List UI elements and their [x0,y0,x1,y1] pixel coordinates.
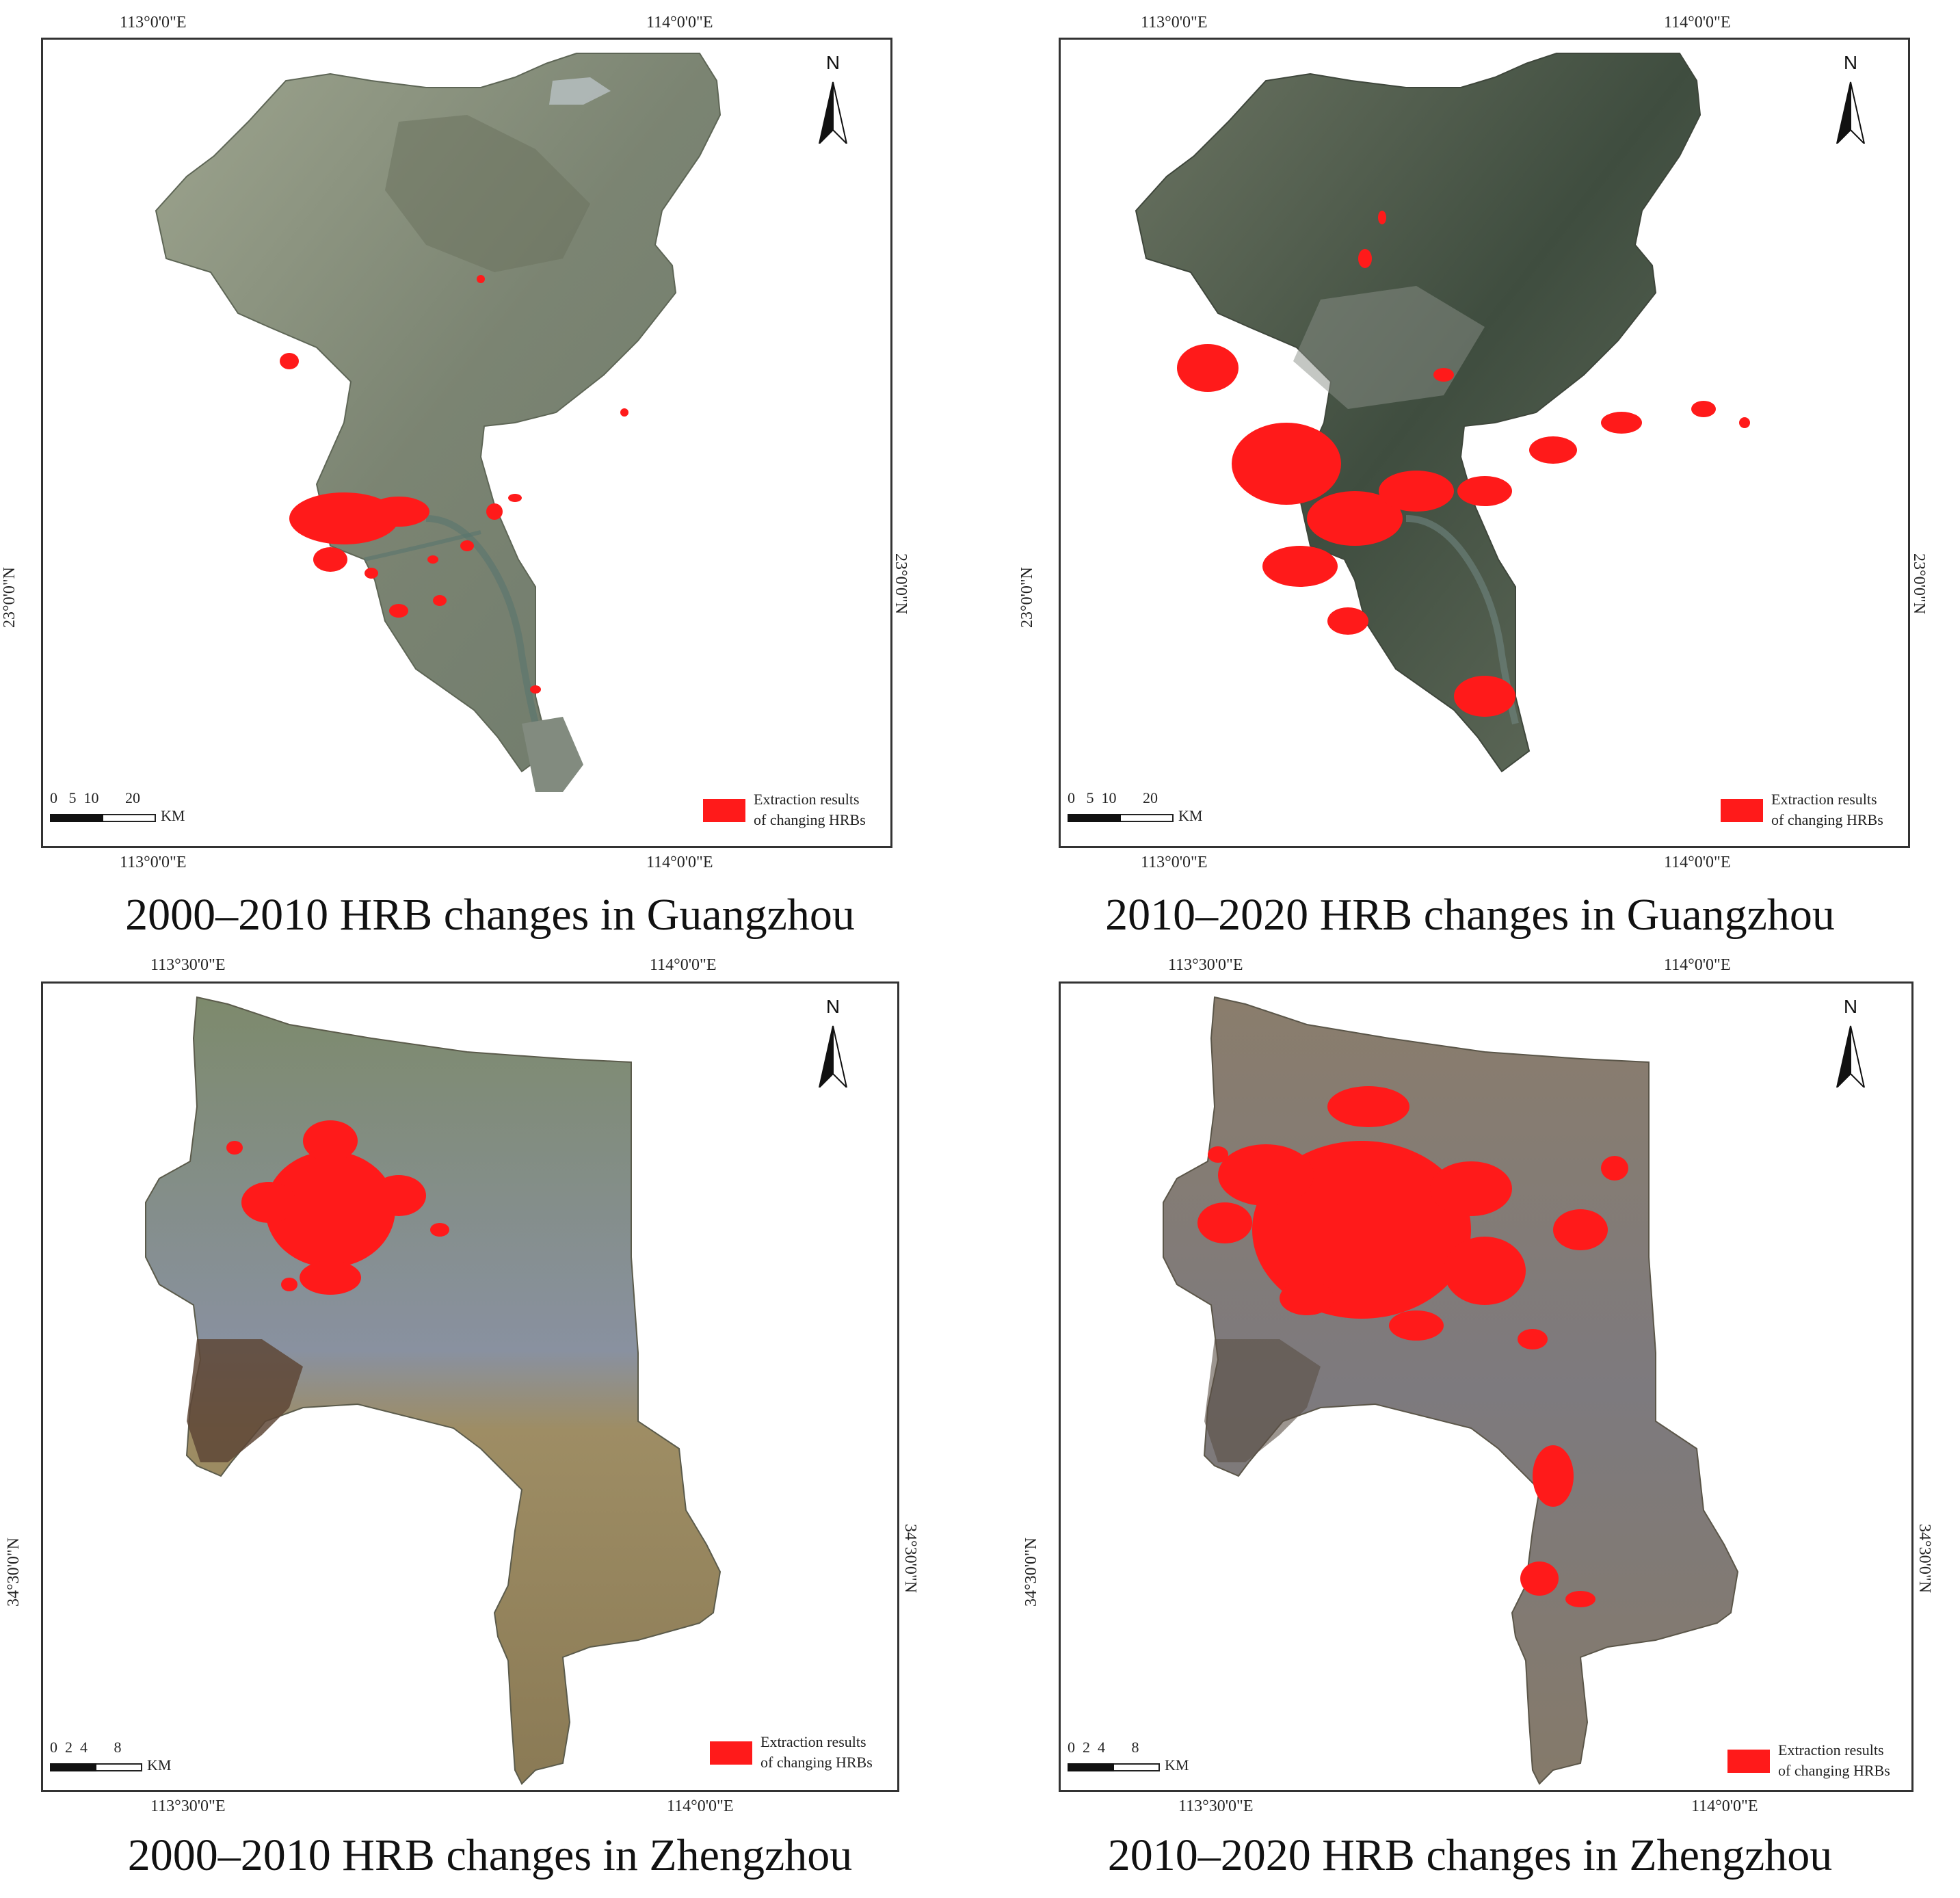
north-arrow-icon [818,1025,848,1088]
caption: 2000–2010 HRB changes in Zhengzhou [127,1830,853,1880]
map-frame: N 0 5 10 20 KM Extraction results of cha… [41,38,892,848]
legend-line2: of changing HRBs [760,1754,873,1771]
scale-numbers: 0 2 4 8 [50,1739,122,1756]
right-label: 23°0'0"N [1910,553,1929,615]
north-label: N [825,52,840,73]
map-panel-guangzhou-2000-2010: N 0 5 10 20 KM Extraction results of cha… [0,0,980,951]
north-arrow-icon [1836,81,1866,144]
bottom-label-1: 113°0'0"E [1141,854,1208,871]
top-label-1: 113°30'0"E [150,956,226,974]
north-label: N [1843,996,1858,1017]
scale-numbers: 0 2 4 8 [1068,1739,1139,1756]
legend-swatch [703,799,745,822]
bottom-label-1: 113°0'0"E [120,854,187,871]
top-label-1: 113°0'0"E [120,14,187,31]
scale-numbers: 0 5 10 20 [50,789,140,806]
north-arrow-icon [818,81,848,144]
map-panel-zhengzhou-2000-2010: N 0 2 4 8 KM Extraction results of chang… [0,951,980,1898]
caption: 2010–2020 HRB changes in Zhengzhou [1107,1830,1833,1880]
hrb-change-clusters [1177,211,1750,717]
left-label: 34°30'0"N [1022,1537,1041,1607]
hrb-change-clusters [280,275,628,694]
north-label: N [1843,52,1858,73]
bottom-label-1: 113°30'0"E [1178,1797,1254,1815]
bottom-label-2: 114°0'0"E [667,1797,734,1815]
legend-line1: Extraction results [760,1733,866,1750]
legend-swatch [710,1741,752,1765]
map-frame: N 0 2 4 8 KM Extraction results of chang… [41,981,899,1792]
north-arrow: N [812,52,853,144]
hrb-change-clusters [1197,1086,1628,1607]
left-label: 34°30'0"N [5,1537,23,1607]
left-label: 23°0'0"N [1,566,19,629]
scale-unit: KM [1178,807,1203,824]
legend-line1: Extraction results [1778,1741,1884,1758]
map-canvas [1163,996,1739,1785]
scale-numbers: 0 5 10 20 [1068,789,1158,806]
map-canvas [145,996,721,1785]
legend-swatch [1727,1750,1770,1773]
top-label-2: 114°0'0"E [646,14,713,31]
guangzhou-region [155,53,721,773]
caption: 2000–2010 HRB changes in Guangzhou [125,890,855,940]
top-label-1: 113°0'0"E [1141,14,1208,31]
left-label: 23°0'0"N [1018,566,1037,629]
north-arrow: N [1830,52,1871,144]
right-label: 34°30'0"N [901,1523,920,1594]
caption: 2010–2020 HRB changes in Guangzhou [1105,890,1835,940]
north-label: N [825,996,840,1017]
top-label-2: 114°0'0"E [1664,14,1731,31]
map-canvas [155,53,721,792]
top-label-1: 113°30'0"E [1168,956,1243,974]
legend-line1: Extraction results [754,791,860,808]
bottom-label-1: 113°30'0"E [150,1797,226,1815]
legend-line2: of changing HRBs [1778,1762,1890,1779]
map-panel-zhengzhou-2010-2020: N 0 2 4 8 KM Extraction results of chang… [980,951,1960,1898]
scale-unit: KM [161,807,185,824]
north-arrow: N [812,996,853,1088]
bottom-label-2: 114°0'0"E [646,854,713,871]
legend-swatch [1721,799,1763,822]
right-label: 23°0'0"N [892,553,910,615]
top-label-2: 114°0'0"E [1664,956,1731,974]
right-label: 34°30'0"N [1916,1523,1934,1594]
north-arrow: N [1830,996,1871,1088]
bottom-label-2: 114°0'0"E [1664,854,1731,871]
top-label-2: 114°0'0"E [650,956,717,974]
north-arrow-icon [1836,1025,1866,1088]
guangzhou-region [1135,53,1701,773]
bottom-label-2: 114°0'0"E [1691,1797,1758,1815]
map-canvas [1135,53,1750,773]
legend-line2: of changing HRBs [754,811,866,828]
hrb-change-clusters [226,1120,449,1295]
scale-unit: KM [147,1756,172,1774]
scale-unit: KM [1165,1756,1189,1774]
map-panel-guangzhou-2010-2020: N 0 5 10 20 KM Extraction results of cha… [980,0,1960,951]
map-frame: N 0 5 10 20 KM Extraction results of cha… [1059,38,1910,848]
legend-line1: Extraction results [1771,791,1877,808]
map-frame: N 0 2 4 8 KM Extraction results of chang… [1059,981,1913,1792]
legend-line2: of changing HRBs [1771,811,1883,828]
